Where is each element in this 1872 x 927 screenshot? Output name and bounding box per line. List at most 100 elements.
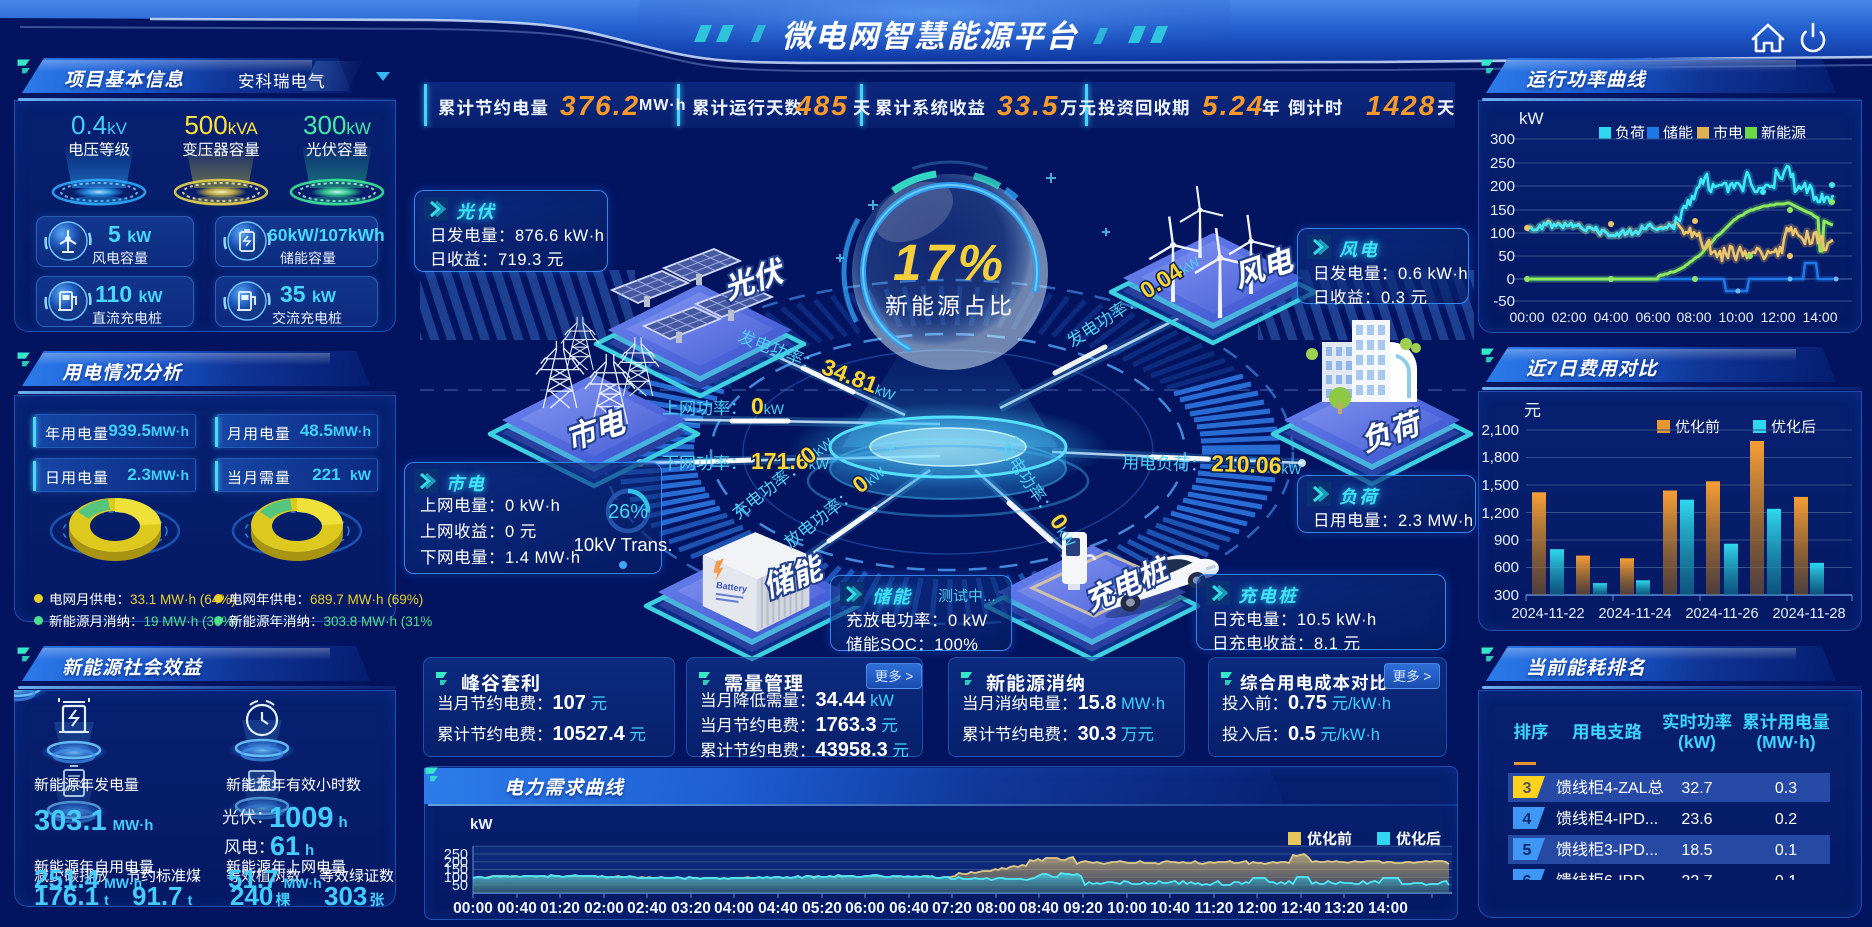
svg-text:储能: 储能 — [1663, 125, 1693, 142]
svg-text:等效绿证数: 等效绿证数 — [319, 868, 394, 885]
svg-text:馈线柜4-ZAL总: 馈线柜4-ZAL总 — [1556, 779, 1664, 797]
svg-text:节约标准煤: 节约标准煤 — [126, 868, 201, 885]
svg-text:04:00: 04:00 — [1593, 309, 1628, 325]
svg-text:新能源: 新能源 — [1761, 125, 1806, 142]
svg-text:900: 900 — [1494, 532, 1519, 549]
svg-text:12:40: 12:40 — [1281, 900, 1321, 917]
svg-text:13:20: 13:20 — [1324, 900, 1364, 917]
svg-text:600: 600 — [1494, 559, 1519, 576]
svg-text:04:40: 04:40 — [758, 900, 798, 917]
svg-text:累计用电量: 累计用电量 — [1742, 712, 1830, 732]
svg-text:250: 250 — [1490, 155, 1515, 172]
svg-text:06:40: 06:40 — [889, 900, 929, 917]
svg-text:22.7: 22.7 — [1681, 873, 1712, 880]
svg-text:09:20: 09:20 — [1063, 900, 1103, 917]
svg-text:0.1: 0.1 — [1775, 842, 1797, 859]
svg-text:07:20: 07:20 — [932, 900, 972, 917]
svg-text:300kW: 300kW — [303, 110, 371, 140]
svg-text:08:40: 08:40 — [1019, 900, 1059, 917]
svg-text:04:00: 04:00 — [714, 900, 754, 917]
svg-text:06:00: 06:00 — [1635, 309, 1670, 325]
svg-text:14:00: 14:00 — [1368, 900, 1408, 917]
svg-text:2,100: 2,100 — [1481, 422, 1519, 439]
svg-text:1,800: 1,800 — [1481, 449, 1519, 466]
svg-text:实时功率: 实时功率 — [1662, 712, 1732, 732]
svg-text:3: 3 — [1523, 780, 1532, 797]
svg-text:0.1: 0.1 — [1775, 873, 1797, 880]
svg-text:(MW·h): (MW·h) — [1756, 732, 1815, 752]
svg-text:18.5: 18.5 — [1681, 842, 1712, 859]
svg-text:新能源年发电量: 新能源年发电量 — [34, 777, 139, 794]
svg-text:风电：: 风电： — [224, 838, 275, 857]
svg-text:5: 5 — [1523, 842, 1532, 859]
svg-text:08:00: 08:00 — [976, 900, 1016, 917]
svg-text:1,500: 1,500 — [1481, 477, 1519, 494]
svg-text:303.1MW·h: 303.1 MW·h — [34, 805, 153, 837]
svg-text:微电网智慧能源平台: 微电网智慧能源平台 — [782, 19, 1079, 54]
svg-text:负荷: 负荷 — [1615, 125, 1645, 142]
svg-text:2024-11-28: 2024-11-28 — [1772, 606, 1845, 622]
svg-text:12:00: 12:00 — [1760, 309, 1795, 325]
svg-text:05:20: 05:20 — [802, 900, 842, 917]
svg-text:4: 4 — [1523, 811, 1532, 828]
svg-text:等效植树数: 等效植树数 — [226, 868, 301, 885]
svg-text:150: 150 — [1490, 202, 1515, 219]
svg-text:2024-11-22: 2024-11-22 — [1511, 606, 1584, 622]
svg-text:10kV Trans.: 10kV Trans. — [574, 534, 673, 555]
svg-text:新能源年上网电量: 新能源年上网电量 — [226, 859, 346, 876]
svg-text:优化后: 优化后 — [1771, 419, 1816, 436]
svg-text:150: 150 — [444, 862, 468, 878]
svg-text:250: 250 — [444, 847, 468, 863]
svg-text:新能源占比: 新能源占比 — [885, 293, 1015, 319]
svg-text:17%: 17% — [893, 234, 1007, 291]
svg-text:10:00: 10:00 — [1718, 309, 1753, 325]
svg-text:00:00: 00:00 — [453, 900, 493, 917]
svg-text:馈线柜3-IPD...: 馈线柜3-IPD... — [1556, 841, 1658, 859]
svg-text:排序: 排序 — [1514, 722, 1549, 742]
svg-text:32.7: 32.7 — [1681, 780, 1712, 797]
svg-text:元: 元 — [1524, 401, 1541, 420]
svg-text:市电: 市电 — [1713, 125, 1743, 142]
svg-text:0.2: 0.2 — [1775, 811, 1797, 828]
svg-text:-50: -50 — [1493, 293, 1515, 310]
svg-text:0.3: 0.3 — [1775, 780, 1797, 797]
svg-text:12:00: 12:00 — [1237, 900, 1277, 917]
svg-text:kW: kW — [470, 816, 493, 833]
svg-text:Battery: Battery — [716, 580, 748, 594]
svg-text:200: 200 — [444, 855, 468, 871]
svg-text:2024-11-26: 2024-11-26 — [1685, 606, 1758, 622]
svg-text:0: 0 — [1507, 271, 1515, 288]
svg-text:02:40: 02:40 — [627, 900, 667, 917]
svg-text:300: 300 — [1494, 587, 1519, 604]
svg-text:300: 300 — [1490, 131, 1515, 148]
svg-text:01:20: 01:20 — [540, 900, 580, 917]
svg-text:0.4kV: 0.4kV — [71, 110, 128, 140]
svg-text:馈线柜4-IPD...: 馈线柜4-IPD... — [1556, 810, 1658, 828]
svg-text:100: 100 — [444, 870, 468, 886]
svg-text:用电支路: 用电支路 — [1572, 722, 1642, 742]
svg-text:光伏容量: 光伏容量 — [306, 141, 368, 159]
svg-text:06:00: 06:00 — [845, 900, 885, 917]
svg-text:优化前: 优化前 — [1307, 831, 1352, 848]
svg-text:优化后: 优化后 — [1396, 831, 1441, 848]
svg-text:14:00: 14:00 — [1802, 309, 1837, 325]
svg-text:50: 50 — [1498, 248, 1515, 265]
svg-text:26%: 26% — [608, 501, 648, 523]
svg-text:61h: 61 h — [270, 831, 314, 861]
svg-text:10:00: 10:00 — [1107, 900, 1147, 917]
svg-text:03:20: 03:20 — [671, 900, 711, 917]
svg-text:6: 6 — [1523, 873, 1532, 880]
svg-text:馈线柜6-IPD: 馈线柜6-IPD — [1556, 872, 1645, 880]
svg-text:光伏：: 光伏： — [222, 808, 273, 827]
svg-text:08:00: 08:00 — [1676, 309, 1711, 325]
svg-text:176.1t: 176.1 t — [34, 881, 109, 907]
svg-text:50: 50 — [452, 878, 468, 894]
svg-text:减少碳排放: 减少碳排放 — [34, 868, 109, 885]
svg-text:23.6: 23.6 — [1681, 811, 1712, 828]
svg-text:(kW): (kW) — [1678, 732, 1716, 752]
svg-text:kW: kW — [1519, 109, 1544, 128]
svg-text:02:00: 02:00 — [1551, 309, 1586, 325]
svg-text:02:00: 02:00 — [584, 900, 624, 917]
